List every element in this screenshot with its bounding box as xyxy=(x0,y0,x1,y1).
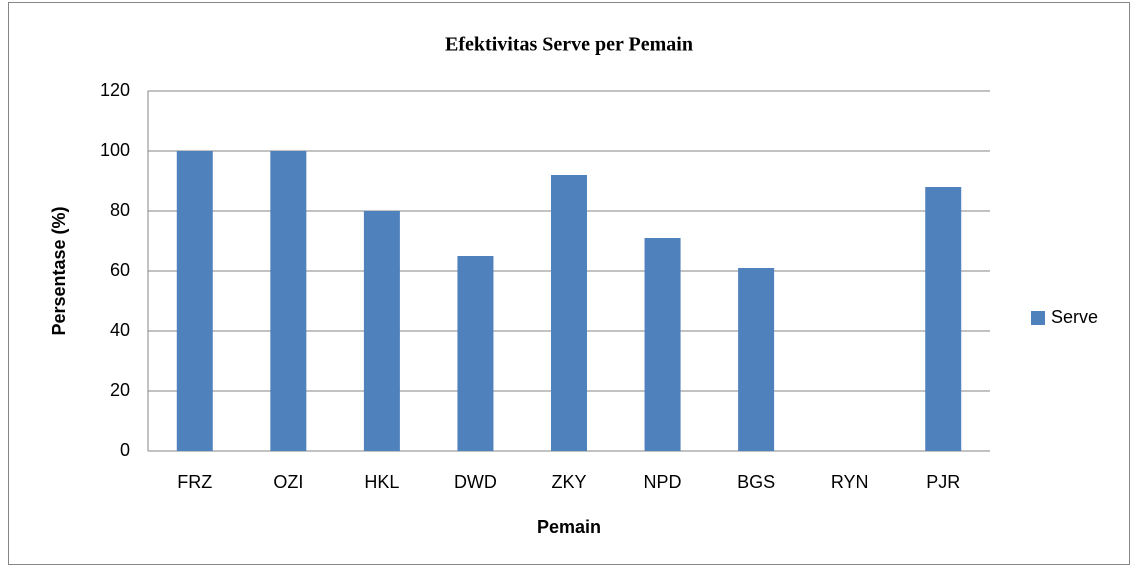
x-tick-label: ZKY xyxy=(551,472,586,492)
x-tick-label: DWD xyxy=(454,472,497,492)
bar xyxy=(738,268,775,451)
x-tick-label: PJR xyxy=(926,472,960,492)
legend-label: Serve xyxy=(1051,307,1098,327)
x-tick-label: BGS xyxy=(737,472,775,492)
y-tick-label: 100 xyxy=(100,140,130,160)
bar xyxy=(925,187,962,451)
x-tick-label: FRZ xyxy=(177,472,212,492)
x-tick-label: HKL xyxy=(364,472,399,492)
x-tick-label: NPD xyxy=(644,472,682,492)
y-axis-label: Persentase (%) xyxy=(49,206,69,335)
bar xyxy=(270,151,307,451)
y-tick-label: 80 xyxy=(110,200,130,220)
x-tick-label: RYN xyxy=(831,472,869,492)
y-tick-label: 60 xyxy=(110,260,130,280)
y-tick-label: 20 xyxy=(110,380,130,400)
y-tick-label: 40 xyxy=(110,320,130,340)
x-tick-label: OZI xyxy=(273,472,303,492)
legend-swatch xyxy=(1031,311,1045,325)
bar xyxy=(457,256,494,451)
x-axis-label: Pemain xyxy=(537,517,601,537)
chart-title: Efektivitas Serve per Pemain xyxy=(445,34,693,56)
bar xyxy=(644,238,681,451)
y-tick-label: 120 xyxy=(100,80,130,100)
bar xyxy=(363,211,400,451)
bar xyxy=(176,151,213,451)
y-tick-label: 0 xyxy=(120,440,130,460)
bar xyxy=(551,175,587,451)
